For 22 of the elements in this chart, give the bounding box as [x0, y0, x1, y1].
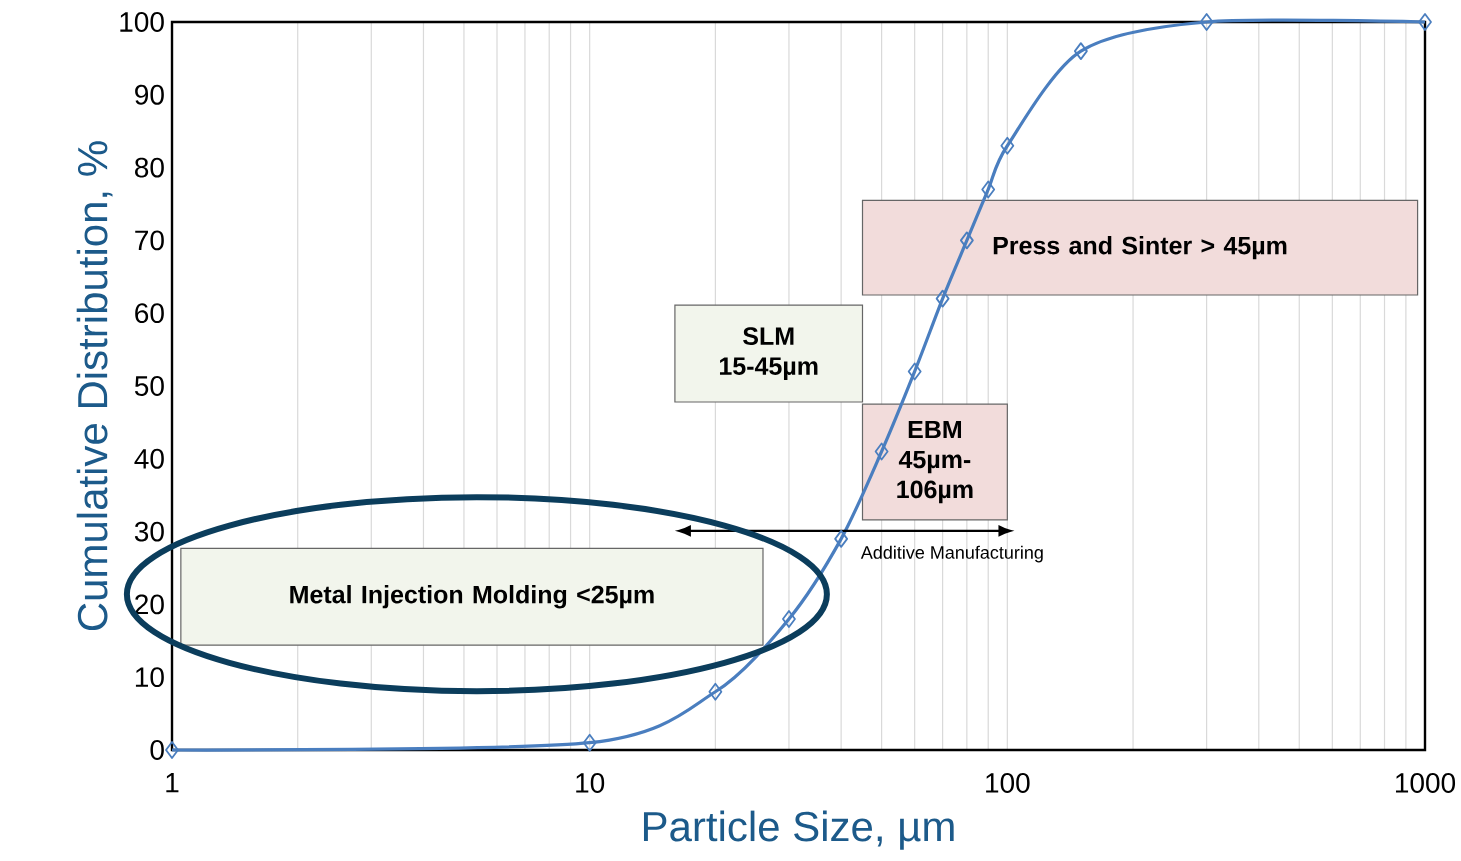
x-tick-label: 10	[576, 773, 605, 793]
y-tick-label: 10	[135, 667, 164, 688]
x-axis-title: Particle Size, µm	[643, 810, 954, 850]
y-tick-label: 80	[135, 157, 164, 178]
band-label: EBM 45µm-106µm	[897, 420, 973, 504]
band-label: Press and Sinter > 45µm	[993, 236, 1287, 260]
y-tick-label: 0	[150, 740, 164, 760]
y-tick-label: 30	[134, 521, 164, 542]
x-tick-label: 1000	[1395, 773, 1456, 793]
y-axis-title: Cumulative Distribution, %	[76, 141, 113, 631]
x-tick-label: 100	[986, 773, 1030, 793]
y-tick-label: 100	[120, 12, 164, 32]
y-tick-label: 50	[134, 376, 164, 396]
y-tick-label: 20	[135, 594, 164, 615]
y-tick-label: 70	[135, 230, 164, 251]
band-label: Metal Injection Molding <25µm	[290, 585, 654, 609]
y-tick-label: 40	[134, 448, 164, 469]
annotation: Additive Manufacturing	[860, 545, 1043, 563]
x-tick-label: 1	[166, 773, 179, 793]
y-tick-label: 90	[135, 84, 164, 105]
y-tick-label: 60	[135, 303, 164, 324]
band-label: SLM 15-45µm	[719, 327, 818, 380]
